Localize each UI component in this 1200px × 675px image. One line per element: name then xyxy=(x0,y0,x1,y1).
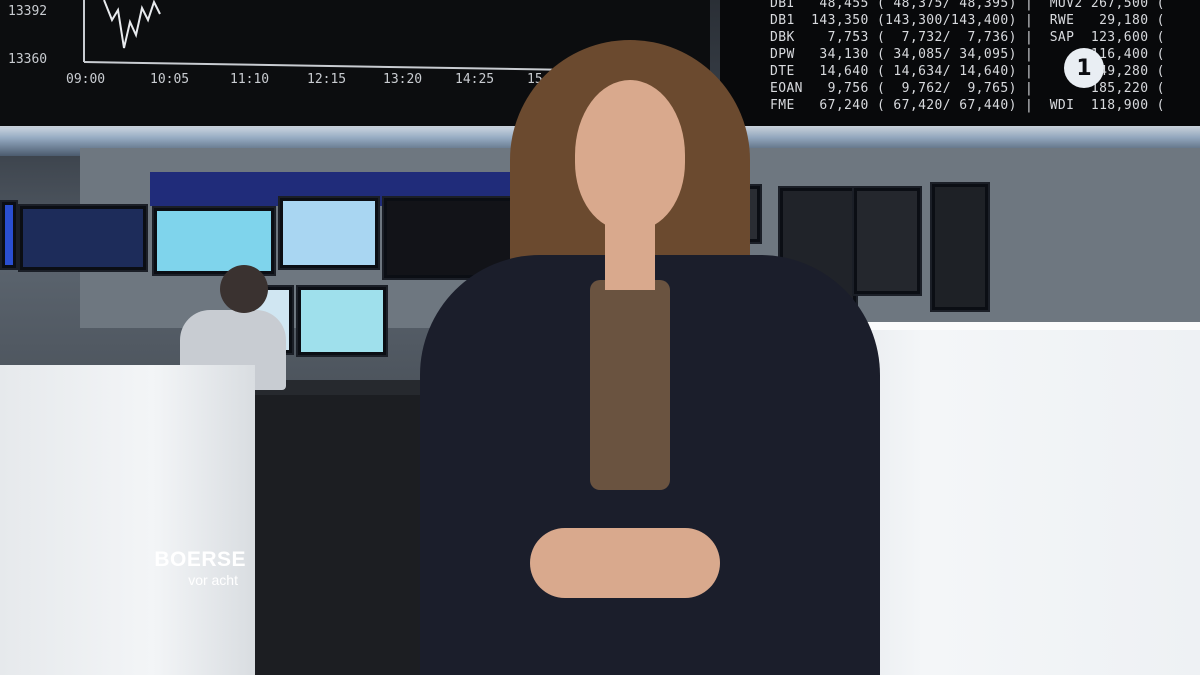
channel-logo: 1 xyxy=(1064,48,1104,88)
quote-row: EOAN 9,756 ( 9,762/ 9,765) | 185,220 ( xyxy=(770,81,1165,96)
quote-row: FME 67,240 ( 67,420/ 67,440) | WDI 118,9… xyxy=(770,98,1165,113)
white-desk-left xyxy=(0,365,255,675)
chart-x-label: 12:15 xyxy=(307,72,347,87)
trading-monitor xyxy=(296,285,388,357)
presenter-blouse xyxy=(590,280,670,490)
trading-monitor xyxy=(18,204,148,272)
stock-quote-board: DBI 48,455 ( 48,375/ 48,395) | MUV2 267,… xyxy=(720,0,1200,150)
show-title: BOERSE xyxy=(154,548,246,571)
show-subtitle: vor acht xyxy=(188,572,238,588)
chart-x-label: 11:10 xyxy=(230,72,270,87)
presenter-neck xyxy=(605,220,655,290)
quote-row: DBK 7,753 ( 7,732/ 7,736) | SAP 123,600 … xyxy=(770,30,1165,45)
trader-head xyxy=(220,265,268,313)
chart-x-label: 09:00 xyxy=(66,72,106,87)
quote-row: DB1 143,350 (143,300/143,400) | RWE 29,1… xyxy=(770,13,1165,28)
chart-x-label: 13:20 xyxy=(383,72,423,87)
chart-x-label: 10:05 xyxy=(150,72,190,87)
trading-monitor xyxy=(852,186,922,296)
trading-monitor xyxy=(382,196,522,280)
presenter-face xyxy=(575,80,685,230)
news-presenter xyxy=(420,40,880,675)
chart-x-label: 14:25 xyxy=(455,72,495,87)
trading-monitor xyxy=(152,206,276,276)
chart-y-label: 13360 xyxy=(8,52,48,67)
show-branding: BOERSE vor acht xyxy=(136,548,246,588)
trading-monitor xyxy=(278,196,380,270)
quote-row: DPW 34,130 ( 34,085/ 34,095) | 116,400 ( xyxy=(770,47,1165,62)
quote-row: DBI 48,455 ( 48,375/ 48,395) | MUV2 267,… xyxy=(770,0,1165,11)
quote-row: DTE 14,640 ( 14,634/ 14,640) | 49,280 ( xyxy=(770,64,1165,79)
trading-monitor xyxy=(0,200,18,270)
chart-y-label: 13392 xyxy=(8,4,48,19)
index-chart-line xyxy=(83,0,576,71)
trading-monitor xyxy=(930,182,990,312)
presenter-hands xyxy=(530,528,720,598)
